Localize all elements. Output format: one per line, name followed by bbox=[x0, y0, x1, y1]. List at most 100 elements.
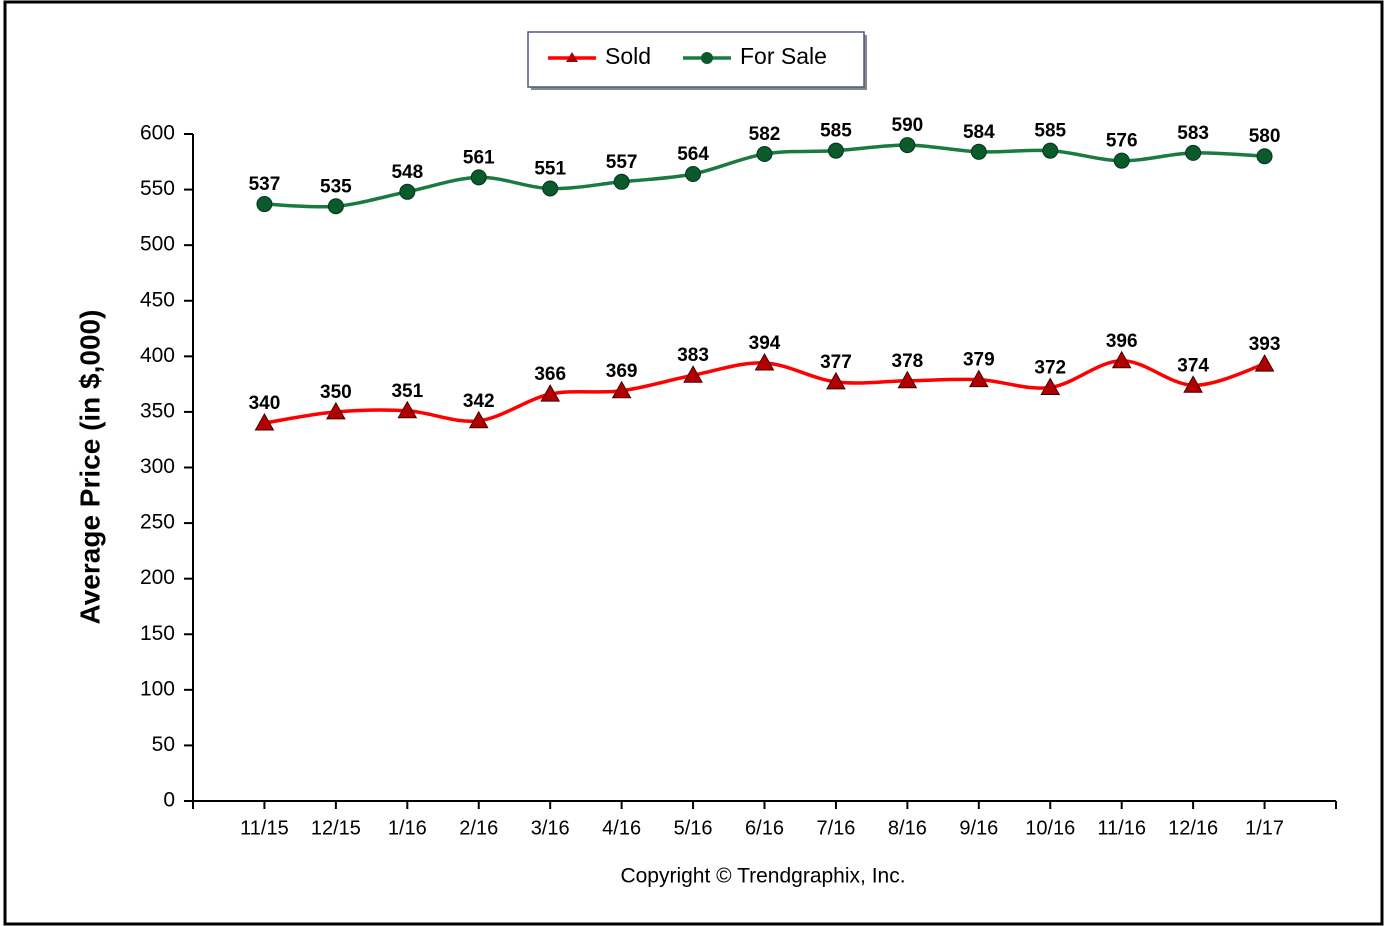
marker bbox=[1042, 142, 1059, 159]
marker bbox=[1111, 350, 1132, 369]
x-tick-label: 12/16 bbox=[1168, 817, 1218, 839]
marker bbox=[754, 352, 775, 371]
data-label: 548 bbox=[391, 162, 423, 183]
series: 537 535 548 561 551 557 564 582 585 590 584 585 576 5… bbox=[249, 115, 1281, 215]
marker bbox=[326, 401, 346, 420]
data-label: 393 bbox=[1249, 334, 1281, 355]
x-tick-label: 7/16 bbox=[816, 817, 855, 839]
marker bbox=[397, 400, 418, 419]
x-tick-label: 5/16 bbox=[674, 817, 713, 839]
data-label: 580 bbox=[1249, 126, 1281, 147]
marker bbox=[970, 143, 987, 160]
data-label: 350 bbox=[320, 382, 352, 403]
data-label: 590 bbox=[892, 115, 924, 136]
marker bbox=[470, 169, 487, 186]
y-tick-label: 250 bbox=[140, 511, 175, 534]
y-tick-label: 600 bbox=[140, 122, 175, 145]
data-label: 584 bbox=[963, 122, 995, 143]
x-tick-label: 8/16 bbox=[888, 817, 927, 839]
data-label: 551 bbox=[534, 158, 566, 179]
x-tick-label: 11/15 bbox=[240, 817, 289, 839]
x-tick-label: 3/16 bbox=[531, 817, 570, 839]
data-label: 576 bbox=[1106, 131, 1138, 152]
y-tick-label: 450 bbox=[140, 288, 175, 311]
marker bbox=[256, 196, 273, 213]
data-label: 564 bbox=[677, 144, 709, 165]
y-tick-label: 50 bbox=[152, 733, 175, 756]
copyright: Copyright © Trendgraphix, Inc. bbox=[620, 865, 905, 888]
data-label: 394 bbox=[749, 333, 781, 354]
x-tick-label: 10/16 bbox=[1025, 817, 1075, 839]
marker bbox=[685, 166, 702, 183]
legend-label: For Sale bbox=[740, 43, 827, 69]
legend-entry: Sold bbox=[548, 43, 651, 69]
data-label: 366 bbox=[534, 364, 566, 385]
data-label: 377 bbox=[820, 352, 852, 373]
x-tick-label: 1/17 bbox=[1245, 817, 1284, 839]
x-tick-label: 4/16 bbox=[602, 817, 641, 839]
x-tick-label: 1/16 bbox=[388, 817, 427, 839]
x-tick-label: 9/16 bbox=[959, 817, 998, 839]
marker bbox=[1254, 354, 1275, 372]
series: 340 350 351 342 366 369 383 394 377 378 379 372 396 3… bbox=[249, 331, 1281, 431]
data-label: 537 bbox=[249, 174, 281, 195]
data-label: 351 bbox=[391, 381, 423, 402]
data-label: 340 bbox=[249, 393, 281, 414]
x-tick-label: 12/15 bbox=[311, 817, 361, 839]
marker bbox=[1183, 375, 1203, 393]
y-axis-title: Average Price (in $,000) bbox=[74, 310, 105, 625]
marker bbox=[540, 384, 561, 402]
data-label: 583 bbox=[1177, 123, 1209, 144]
data-label: 561 bbox=[463, 147, 495, 168]
data-label: 369 bbox=[606, 361, 638, 382]
marker bbox=[683, 365, 703, 383]
y-tick-label: 300 bbox=[140, 455, 175, 478]
marker bbox=[254, 413, 275, 431]
marker bbox=[1113, 152, 1130, 169]
y-tick-label: 200 bbox=[140, 566, 175, 589]
data-label: 396 bbox=[1106, 331, 1138, 352]
marker bbox=[1256, 148, 1273, 165]
marker bbox=[611, 380, 632, 399]
legend-label: Sold bbox=[605, 43, 651, 69]
frame bbox=[3, 0, 1384, 926]
y-tick-label: 100 bbox=[140, 677, 175, 700]
marker bbox=[827, 142, 844, 159]
data-label: 557 bbox=[606, 152, 638, 173]
legend-marker bbox=[566, 52, 578, 62]
marker bbox=[756, 146, 773, 163]
marker bbox=[542, 180, 559, 197]
marker bbox=[1040, 377, 1061, 395]
legend-marker bbox=[701, 52, 713, 64]
x-tick-label: 6/16 bbox=[745, 817, 784, 839]
data-label: 585 bbox=[1034, 121, 1066, 142]
marker bbox=[899, 137, 916, 154]
data-label: 372 bbox=[1034, 357, 1066, 378]
data-label: 585 bbox=[820, 121, 852, 142]
x-tick-label: 11/16 bbox=[1097, 817, 1146, 839]
x-tick-label: 2/16 bbox=[459, 817, 498, 839]
data-label: 378 bbox=[892, 351, 924, 372]
marker bbox=[897, 370, 918, 389]
data-label: 374 bbox=[1177, 355, 1209, 376]
marker bbox=[613, 173, 630, 190]
y-tick-label: 0 bbox=[163, 789, 175, 812]
data-label: 342 bbox=[463, 391, 495, 412]
marker bbox=[468, 410, 489, 429]
data-label: 535 bbox=[320, 176, 352, 197]
y-tick-label: 400 bbox=[140, 344, 175, 367]
y-tick-label: 550 bbox=[140, 177, 175, 200]
marker bbox=[1185, 144, 1202, 161]
marker bbox=[968, 369, 989, 388]
data-label: 383 bbox=[677, 345, 709, 366]
legend-entry: For Sale bbox=[683, 43, 827, 69]
marker bbox=[327, 198, 344, 215]
y-tick-label: 500 bbox=[140, 233, 175, 256]
marker bbox=[826, 371, 846, 390]
data-label: 582 bbox=[749, 124, 781, 145]
marker bbox=[399, 183, 416, 200]
y-tick-label: 350 bbox=[140, 399, 175, 422]
data-label: 379 bbox=[963, 350, 995, 371]
y-tick-label: 150 bbox=[140, 622, 175, 645]
